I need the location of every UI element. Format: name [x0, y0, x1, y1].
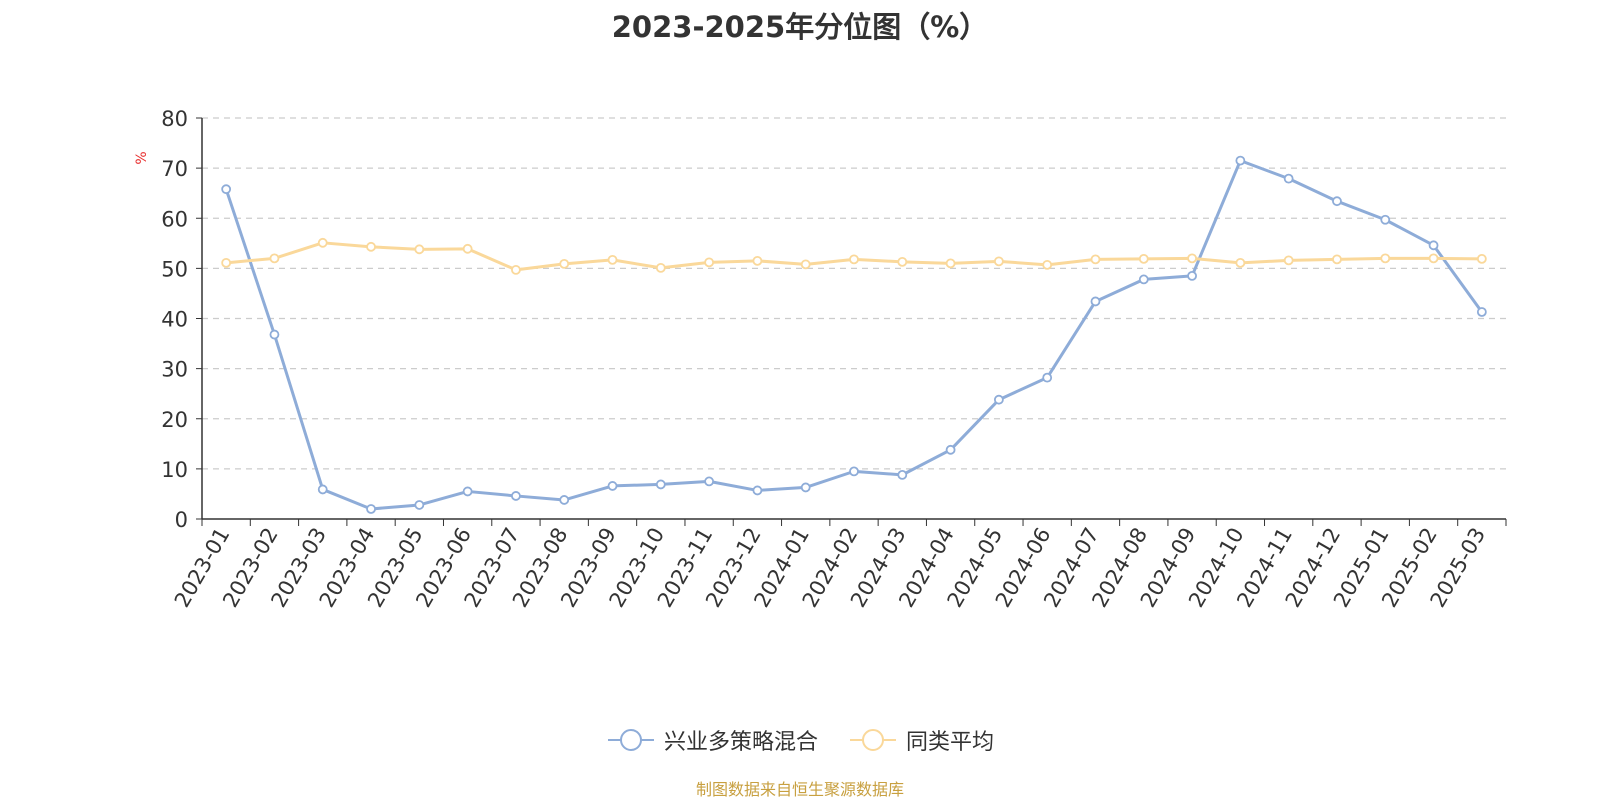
data-point-series-1 — [1187, 270, 1197, 281]
legend: 兴业多策略混合 同类平均 — [0, 724, 1600, 756]
data-point-series-2 — [655, 262, 666, 273]
y-tick-label: 40 — [161, 308, 188, 332]
data-point-series-2 — [1476, 253, 1487, 264]
data-point-series-2 — [559, 258, 570, 269]
data-point-series-1 — [849, 466, 859, 477]
data-point-series-1 — [1283, 173, 1294, 184]
data-point-series-1 — [897, 469, 908, 480]
data-point-series-1 — [655, 479, 666, 490]
y-tick-label: 60 — [161, 207, 188, 231]
y-tick-label: 10 — [161, 458, 188, 482]
data-point-series-1 — [1428, 240, 1439, 251]
data-point-series-2 — [1380, 253, 1391, 264]
data-point-series-1 — [317, 484, 328, 495]
data-point-series-2 — [704, 257, 715, 268]
y-tick-label: 50 — [161, 257, 188, 281]
data-point-series-2 — [897, 256, 908, 267]
data-point-series-1 — [704, 476, 715, 487]
data-point-series-1 — [993, 394, 1004, 405]
y-tick-label: 20 — [161, 408, 188, 432]
data-point-series-1 — [414, 500, 425, 510]
y-tick-label: 80 — [161, 107, 188, 131]
data-point-series-1 — [366, 504, 376, 514]
legend-item-series-2[interactable]: 同类平均 — [848, 724, 994, 756]
data-point-series-2 — [414, 244, 425, 255]
data-point-series-2 — [511, 264, 521, 275]
legend-line-circle-icon — [607, 729, 654, 751]
data-point-series-2 — [1138, 253, 1149, 264]
data-point-series-2 — [317, 237, 328, 248]
data-point-series-2 — [221, 257, 232, 268]
data-point-series-2 — [1090, 254, 1101, 265]
y-tick-label: 0 — [175, 508, 188, 532]
data-point-series-2 — [1428, 253, 1439, 264]
chart-title: 2023-2025年分位图（%） — [611, 10, 989, 44]
legend-item-series-1[interactable]: 兴业多策略混合 — [606, 724, 818, 756]
data-point-series-2 — [1332, 254, 1342, 265]
series-line-1 — [224, 159, 1484, 511]
data-point-series-1 — [945, 444, 956, 455]
data-point-series-1 — [1476, 307, 1487, 317]
data-point-series-1 — [800, 482, 811, 493]
data-point-series-2 — [1235, 257, 1246, 268]
legend-label-series-2: 同类平均 — [906, 730, 995, 755]
data-point-series-2 — [1187, 253, 1197, 264]
y-tick-label: 70 — [161, 157, 188, 181]
footer-source: 制图数据来自恒生聚源数据库 — [695, 780, 904, 799]
data-point-series-1 — [752, 485, 763, 496]
data-point-series-1 — [1042, 372, 1053, 383]
data-point-series-1 — [1332, 196, 1342, 207]
data-point-series-1 — [1138, 274, 1149, 285]
data-point-series-2 — [366, 241, 376, 252]
data-point-series-2 — [607, 254, 618, 265]
legend-label-series-1: 兴业多策略混合 — [663, 730, 818, 755]
data-point-series-2 — [993, 256, 1004, 267]
data-point-series-1 — [559, 495, 570, 505]
data-point-series-1 — [221, 184, 232, 195]
data-point-series-2 — [800, 259, 811, 270]
data-point-series-2 — [1283, 255, 1294, 266]
data-point-series-2 — [269, 253, 280, 264]
data-point-series-1 — [1235, 155, 1246, 166]
data-point-series-2 — [945, 258, 956, 269]
data-point-series-2 — [1042, 259, 1053, 270]
legend-line-circle-icon — [850, 729, 896, 751]
data-point-series-1 — [511, 491, 521, 501]
data-point-series-2 — [752, 255, 763, 266]
data-point-series-1 — [607, 481, 618, 491]
y-axis-label: % — [134, 151, 150, 164]
data-point-series-2 — [849, 254, 859, 265]
data-point-series-1 — [269, 329, 280, 340]
data-point-series-1 — [462, 486, 473, 497]
data-point-series-1 — [1090, 296, 1101, 307]
y-tick-label: 30 — [161, 358, 188, 382]
data-point-series-1 — [1380, 214, 1391, 225]
data-point-series-2 — [462, 243, 473, 254]
